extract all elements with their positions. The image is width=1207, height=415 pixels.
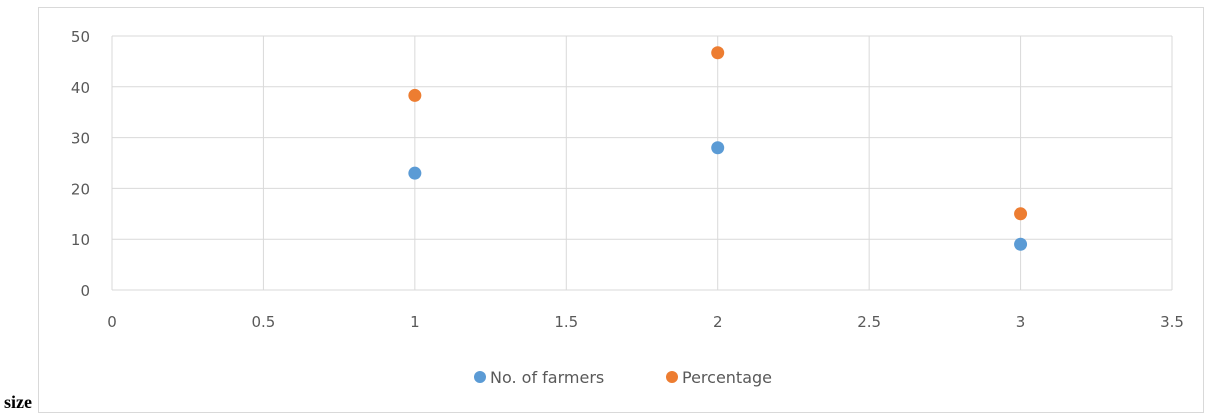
- x-tick-label: 3: [1016, 313, 1026, 331]
- side-label: size: [4, 392, 32, 412]
- legend-label: No. of farmers: [490, 368, 604, 387]
- legend-marker: [474, 371, 486, 383]
- data-point: [711, 141, 725, 155]
- y-tick-label: 0: [80, 282, 90, 300]
- data-point: [408, 88, 422, 102]
- x-tick-label: 1.5: [554, 313, 578, 331]
- x-tick-label: 2: [713, 313, 723, 331]
- y-tick-label: 50: [71, 28, 90, 46]
- y-tick-label: 10: [71, 231, 90, 249]
- x-tick-label: 1: [410, 313, 420, 331]
- legend-marker: [666, 371, 678, 383]
- x-tick-label: 0: [107, 313, 117, 331]
- grid-lines: [111, 35, 1173, 291]
- chart-frame: [38, 7, 1204, 413]
- x-axis-ticks: 0 0.5 1 1.5 2 2.5 3 3.5: [107, 313, 1184, 331]
- x-tick-label: 3.5: [1160, 313, 1184, 331]
- data-points: [408, 46, 1028, 251]
- y-tick-label: 30: [71, 130, 90, 148]
- x-tick-label: 0.5: [251, 313, 275, 331]
- y-tick-label: 20: [71, 180, 90, 198]
- data-point: [408, 166, 422, 180]
- data-point: [1014, 207, 1028, 221]
- legend: No. of farmers Percentage: [474, 368, 772, 387]
- y-tick-label: 40: [71, 79, 90, 97]
- y-axis-ticks: 0 10 20 30 40 50: [71, 28, 90, 300]
- data-point: [1014, 237, 1028, 251]
- data-point: [711, 46, 725, 60]
- x-tick-label: 2.5: [857, 313, 881, 331]
- legend-label: Percentage: [682, 368, 772, 387]
